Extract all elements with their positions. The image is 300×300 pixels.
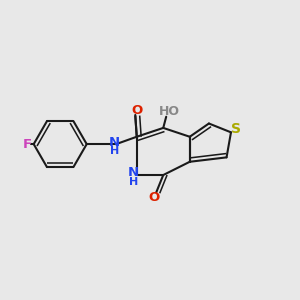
Text: HO: HO: [159, 105, 180, 118]
Text: H: H: [129, 176, 138, 187]
Text: S: S: [231, 122, 241, 136]
Text: O: O: [132, 104, 143, 117]
Text: N: N: [128, 166, 139, 178]
Text: O: O: [149, 191, 160, 204]
Text: N: N: [109, 136, 120, 149]
Text: F: F: [23, 138, 32, 151]
Text: H: H: [110, 146, 119, 157]
